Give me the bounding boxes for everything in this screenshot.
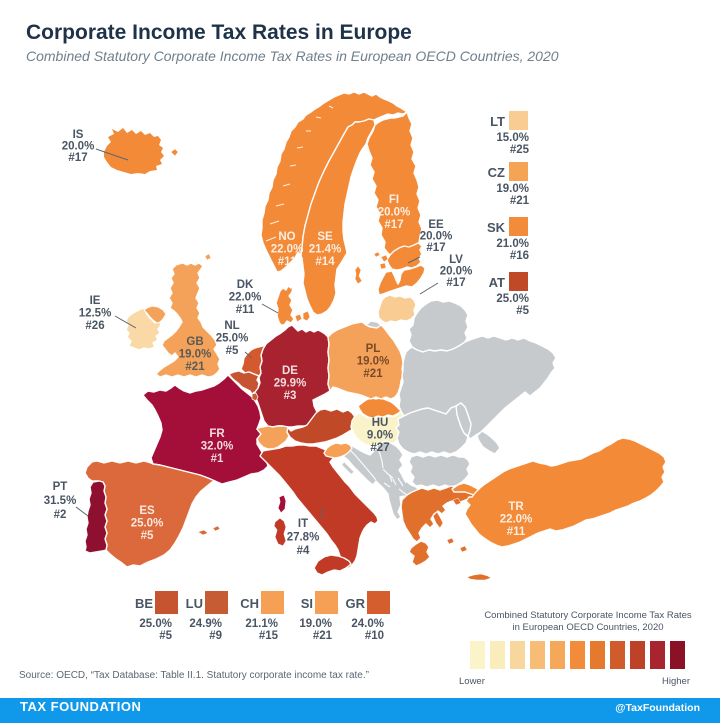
svg-text:12.5%: 12.5%: [79, 308, 112, 320]
svg-text:BE: BE: [135, 596, 153, 611]
svg-text:SE: SE: [317, 231, 333, 243]
svg-text:#11: #11: [236, 304, 255, 316]
svg-text:IT: IT: [298, 518, 308, 530]
svg-text:32.0%: 32.0%: [201, 441, 234, 453]
svg-text:#21: #21: [510, 195, 530, 207]
svg-text:25.0%: 25.0%: [496, 293, 529, 305]
svg-text:LT: LT: [490, 114, 505, 129]
svg-text:PL: PL: [366, 343, 381, 355]
svg-text:22.0%: 22.0%: [271, 244, 304, 256]
svg-text:#25: #25: [510, 144, 530, 156]
svg-text:21.1%: 21.1%: [245, 618, 278, 630]
svg-text:20.0%: 20.0%: [62, 141, 95, 153]
svg-text:25.0%: 25.0%: [216, 333, 249, 345]
svg-text:TR: TR: [508, 501, 524, 513]
svg-text:IS: IS: [73, 129, 84, 141]
svg-text:#9: #9: [209, 630, 222, 642]
svg-text:#17: #17: [446, 277, 465, 289]
svg-text:15.0%: 15.0%: [496, 132, 529, 144]
svg-text:#5: #5: [141, 530, 154, 542]
svg-text:in European OECD Countries, 20: in European OECD Countries, 2020: [512, 622, 663, 633]
svg-text:#21: #21: [313, 630, 333, 642]
svg-text:AT: AT: [489, 275, 505, 290]
svg-text:Higher: Higher: [662, 676, 690, 687]
svg-text:IE: IE: [90, 295, 101, 307]
svg-text:#5: #5: [516, 305, 529, 317]
svg-text:#26: #26: [85, 320, 104, 332]
svg-text:20.0%: 20.0%: [440, 266, 473, 278]
svg-text:#3: #3: [284, 390, 297, 402]
svg-text:SK: SK: [487, 220, 506, 235]
svg-text:SI: SI: [301, 596, 313, 611]
svg-text:24.0%: 24.0%: [351, 618, 384, 630]
svg-text:22.0%: 22.0%: [229, 292, 262, 304]
svg-text:CZ: CZ: [488, 165, 505, 180]
svg-text:CH: CH: [240, 596, 259, 611]
svg-text:Combined Statutory Corporate I: Combined Statutory Corporate Income Tax …: [484, 610, 692, 621]
svg-text:Lower: Lower: [459, 676, 485, 687]
svg-text:NO: NO: [278, 231, 295, 243]
svg-text:20.0%: 20.0%: [378, 207, 411, 219]
svg-text:19.0%: 19.0%: [496, 183, 529, 195]
svg-text:#5: #5: [226, 345, 239, 357]
svg-text:31.5%: 31.5%: [44, 495, 77, 507]
svg-text:#17: #17: [68, 152, 87, 164]
svg-text:24.9%: 24.9%: [189, 618, 222, 630]
svg-text:DK: DK: [237, 279, 254, 291]
svg-text:EE: EE: [428, 219, 444, 231]
svg-text:#1: #1: [211, 453, 224, 465]
svg-text:#2: #2: [54, 509, 67, 521]
svg-text:#4: #4: [297, 545, 310, 557]
svg-text:FR: FR: [209, 428, 225, 440]
svg-text:LU: LU: [186, 596, 203, 611]
svg-text:#11: #11: [278, 256, 297, 268]
svg-text:NL: NL: [224, 320, 239, 332]
svg-text:21.0%: 21.0%: [496, 238, 529, 250]
svg-text:LV: LV: [449, 254, 463, 266]
svg-text:29.9%: 29.9%: [274, 378, 307, 390]
svg-text:20.0%: 20.0%: [420, 231, 453, 243]
svg-text:#21: #21: [185, 361, 205, 373]
svg-text:#16: #16: [510, 250, 529, 262]
svg-text:27.8%: 27.8%: [287, 532, 320, 544]
svg-text:#11: #11: [507, 526, 526, 538]
svg-text:#5: #5: [159, 630, 172, 642]
svg-text:PT: PT: [53, 481, 68, 493]
svg-text:25.0%: 25.0%: [131, 518, 164, 530]
svg-text:19.0%: 19.0%: [179, 349, 212, 361]
svg-text:#17: #17: [426, 242, 445, 254]
svg-text:DE: DE: [282, 365, 298, 377]
svg-text:#27: #27: [370, 442, 389, 454]
svg-text:19.0%: 19.0%: [299, 618, 332, 630]
svg-text:GR: GR: [346, 596, 366, 611]
svg-text:#17: #17: [384, 219, 403, 231]
svg-text:#10: #10: [365, 630, 384, 642]
svg-text:HU: HU: [372, 417, 389, 429]
svg-text:#21: #21: [363, 368, 383, 380]
svg-text:9.0%: 9.0%: [367, 430, 393, 442]
svg-text:ES: ES: [139, 505, 155, 517]
svg-text:25.0%: 25.0%: [139, 618, 172, 630]
svg-text:#15: #15: [259, 630, 279, 642]
svg-text:#14: #14: [315, 256, 335, 268]
svg-text:22.0%: 22.0%: [500, 514, 533, 526]
svg-text:GB: GB: [186, 336, 203, 348]
svg-text:19.0%: 19.0%: [357, 356, 390, 368]
svg-text:21.4%: 21.4%: [309, 244, 342, 256]
svg-text:FI: FI: [389, 194, 399, 206]
